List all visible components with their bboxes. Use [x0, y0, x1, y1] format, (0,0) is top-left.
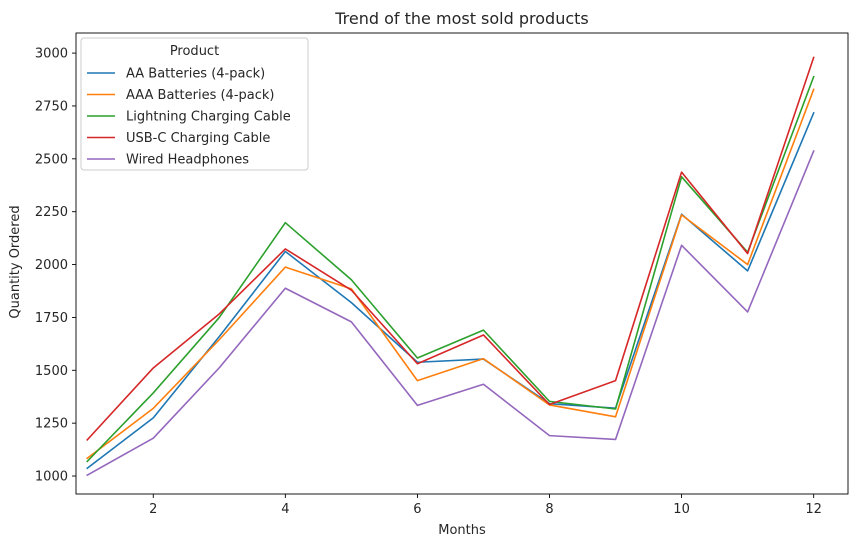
y-tick-label: 2250: [35, 205, 68, 220]
series-line-3: [86, 56, 815, 441]
x-tick-label: 4: [281, 502, 289, 517]
series-line-1: [86, 88, 815, 460]
y-tick-label: 2000: [35, 258, 68, 273]
x-tick-label: 2: [149, 502, 157, 517]
legend-box: [80, 37, 309, 171]
plot-area: 2 4 6 8 10 12 1000 1250 1500 1750 2000 2250 2500 2750…: [35, 32, 849, 517]
y-tick-label: 2750: [35, 99, 68, 114]
legend-entry-label: USB-C Charging Cable: [126, 131, 270, 146]
chart-title: Trend of the most sold products: [334, 9, 588, 28]
legend-entry-label: Wired Headphones: [126, 153, 249, 168]
legend-title: Product: [170, 44, 219, 59]
legend-entry-label: AAA Batteries (4-pack): [126, 88, 274, 103]
y-tick-label: 2500: [35, 152, 68, 167]
series-line-4: [86, 149, 815, 477]
legend-entry-label: Lightning Charging Cable: [126, 110, 291, 125]
y-tick-label: 1750: [35, 311, 68, 326]
y-axis-label: Quantity Ordered: [8, 205, 23, 318]
legend: Product AA Batteries (4-pack) AAA Batterie…: [80, 37, 309, 171]
x-tick-label: 12: [805, 502, 822, 517]
series-line-2: [86, 75, 815, 463]
x-tick-label: 8: [545, 502, 553, 517]
y-tick-label: 1000: [35, 470, 68, 485]
plot-frame: [75, 32, 849, 495]
y-tick-label: 1500: [35, 364, 68, 379]
x-tick-label: 10: [673, 502, 690, 517]
y-tick-label: 3000: [35, 47, 68, 62]
y-tick-label: 1250: [35, 417, 68, 432]
legend-entry-label: AA Batteries (4-pack): [126, 67, 265, 82]
x-axis-label: Months: [438, 523, 486, 538]
x-tick-label: 6: [413, 502, 421, 517]
